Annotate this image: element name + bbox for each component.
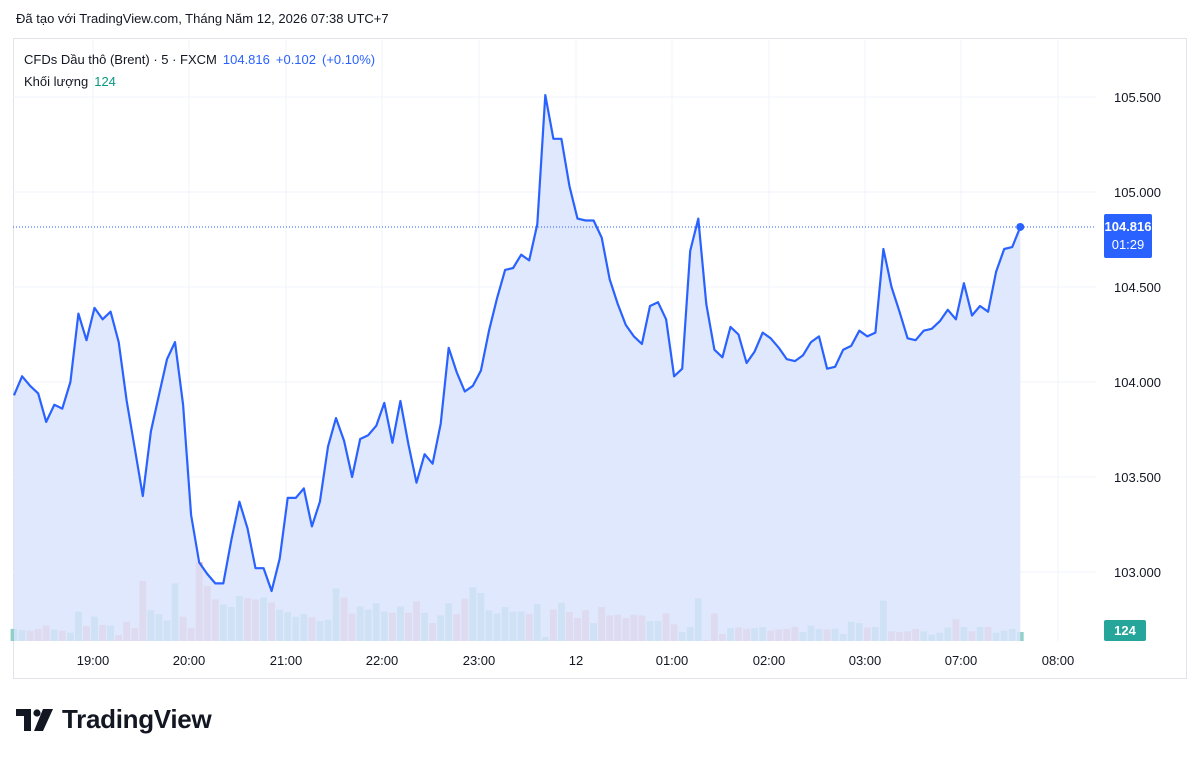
chart-caption: Đã tạo với TradingView.com, Tháng Năm 12… [16,11,389,26]
x-tick-label: 22:00 [366,653,399,668]
volume-badge: 124 [1104,620,1146,641]
price-axis: 103.000 103.500 104.000 104.500 105.000 105.5… [1114,90,1161,580]
price-area-fill [14,95,1021,642]
legend-price: 104.816 [222,52,270,67]
y-tick-label: 105.000 [1114,185,1161,200]
x-tick-label: 08:00 [1042,653,1075,668]
legend-row-volume: Khối lượng 124 [24,71,375,93]
time-axis: 19:00 20:00 21:00 22:00 23:00 12 01:00 02:00 03:… [77,653,1075,668]
last-price-value: 104.816 [1105,219,1152,234]
bar-countdown: 01:29 [1112,237,1145,252]
x-tick-label: 21:00 [270,653,303,668]
y-tick-label: 104.500 [1114,280,1161,295]
volume-value: 124 [94,74,116,89]
volume-label[interactable]: Khối lượng [24,74,89,89]
x-tick-label: 20:00 [173,653,206,668]
x-tick-label: 07:00 [945,653,978,668]
tradingview-logo[interactable]: TradingView [16,704,212,735]
y-tick-label: 103.000 [1114,565,1161,580]
x-tick-label: 01:00 [656,653,689,668]
tradingview-logo-text: TradingView [62,704,212,734]
y-tick-label: 104.000 [1114,375,1161,390]
chart-legend: CFDs Dầu thô (Brent) · 5 · FXCM 104.816 +0… [24,49,375,93]
legend-change: +0.102 [275,52,316,67]
last-price-dot [1016,222,1025,231]
y-tick-label: 103.500 [1114,470,1161,485]
chart-frame [13,38,1187,679]
legend-change-pct: (+0.10%) [322,52,376,67]
last-price-label: 104.816 01:29 [1104,213,1152,258]
x-tick-label: 03:00 [849,653,882,668]
x-tick-label: 12 [569,653,583,668]
legend-row-price: CFDs Dầu thô (Brent) · 5 · FXCM 104.816 +0… [24,49,375,71]
y-tick-label: 105.500 [1114,90,1161,105]
tradingview-logo-icon [16,708,53,731]
symbol-name[interactable]: CFDs Dầu thô (Brent) · 5 · FXCM [24,52,217,67]
x-tick-label: 23:00 [463,653,496,668]
price-line [12,94,1022,593]
x-tick-label: 02:00 [753,653,786,668]
volume-badge-value: 124 [1114,623,1136,638]
x-tick-label: 19:00 [77,653,110,668]
